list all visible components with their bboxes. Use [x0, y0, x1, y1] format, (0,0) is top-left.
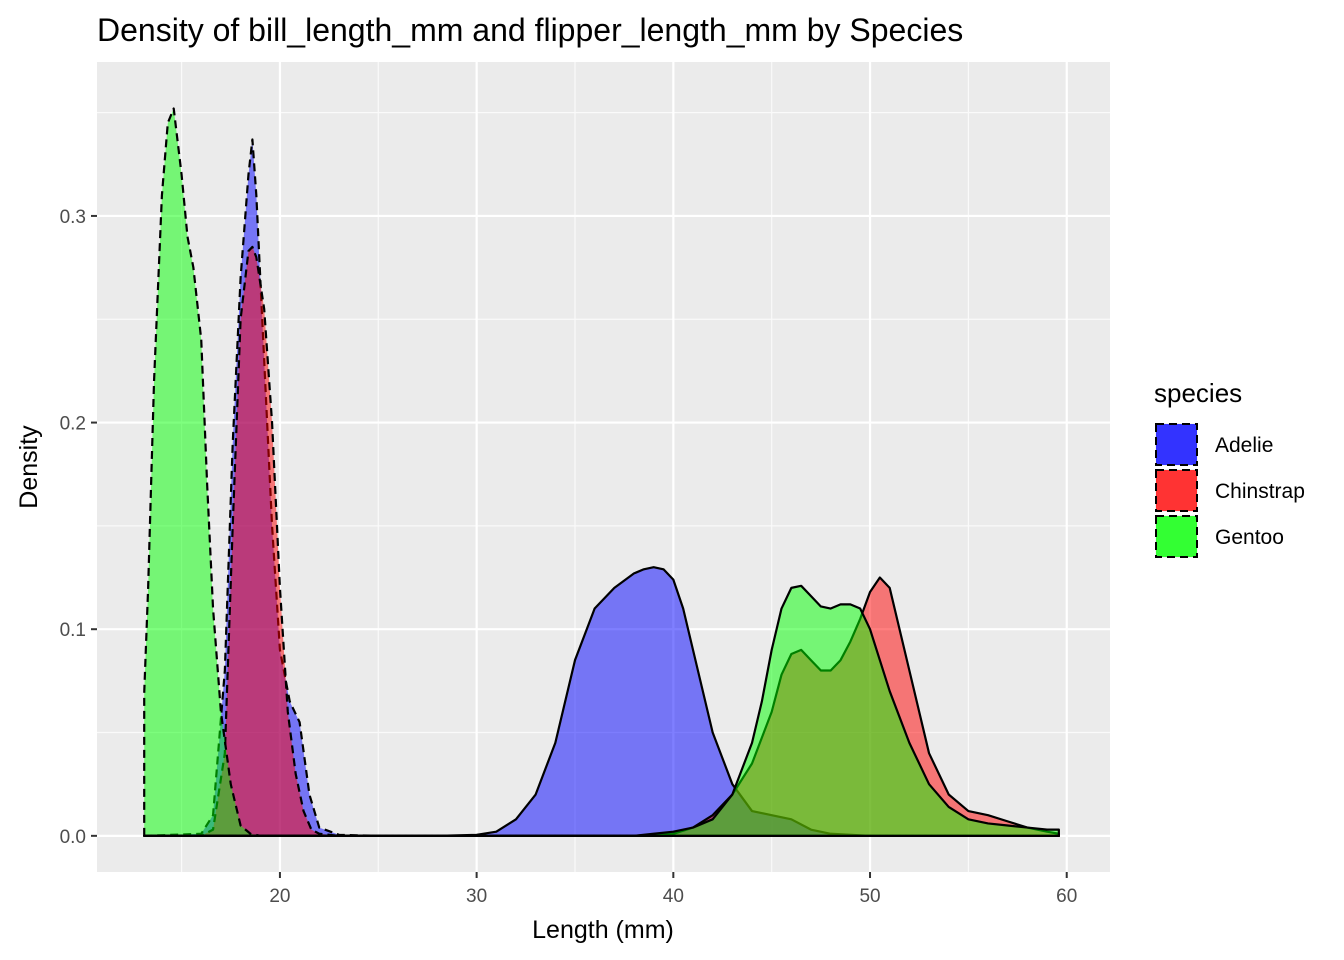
y-axis-title: Density — [15, 425, 43, 509]
density-areas — [143, 107, 1060, 837]
density-area-gentoo-bill-length-mm — [143, 584, 1060, 837]
y-tick-label: 0.0 — [60, 827, 86, 848]
x-tick-label: 60 — [1056, 886, 1077, 907]
x-tick-label: 30 — [466, 886, 487, 907]
y-tick-label: 0.1 — [60, 620, 86, 641]
legend-key-chinstrap — [1155, 469, 1198, 512]
y-tick-label: 0.2 — [60, 414, 86, 435]
x-tick-label: 20 — [269, 886, 290, 907]
x-tick-label: 40 — [663, 886, 684, 907]
legend-label-adelie: Adelie — [1215, 434, 1273, 457]
legend-key-adelie — [1155, 423, 1198, 466]
legend-label-gentoo: Gentoo — [1215, 526, 1284, 549]
chart-title: Density of bill_length_mm and flipper_le… — [97, 12, 963, 48]
legend-label-chinstrap: Chinstrap — [1215, 480, 1305, 503]
legend-title: species — [1154, 378, 1242, 408]
legend-key-gentoo — [1155, 515, 1198, 558]
y-axis-ticks: 0.0 0.1 0.2 0.3 — [60, 207, 97, 848]
legend: species Adelie Chinstrap Gentoo — [1154, 378, 1305, 558]
y-tick-label: 0.3 — [60, 207, 86, 228]
x-tick-label: 50 — [859, 886, 880, 907]
x-axis-title: Length (mm) — [532, 916, 674, 944]
x-axis-ticks: 20 30 40 50 60 — [269, 872, 1077, 907]
